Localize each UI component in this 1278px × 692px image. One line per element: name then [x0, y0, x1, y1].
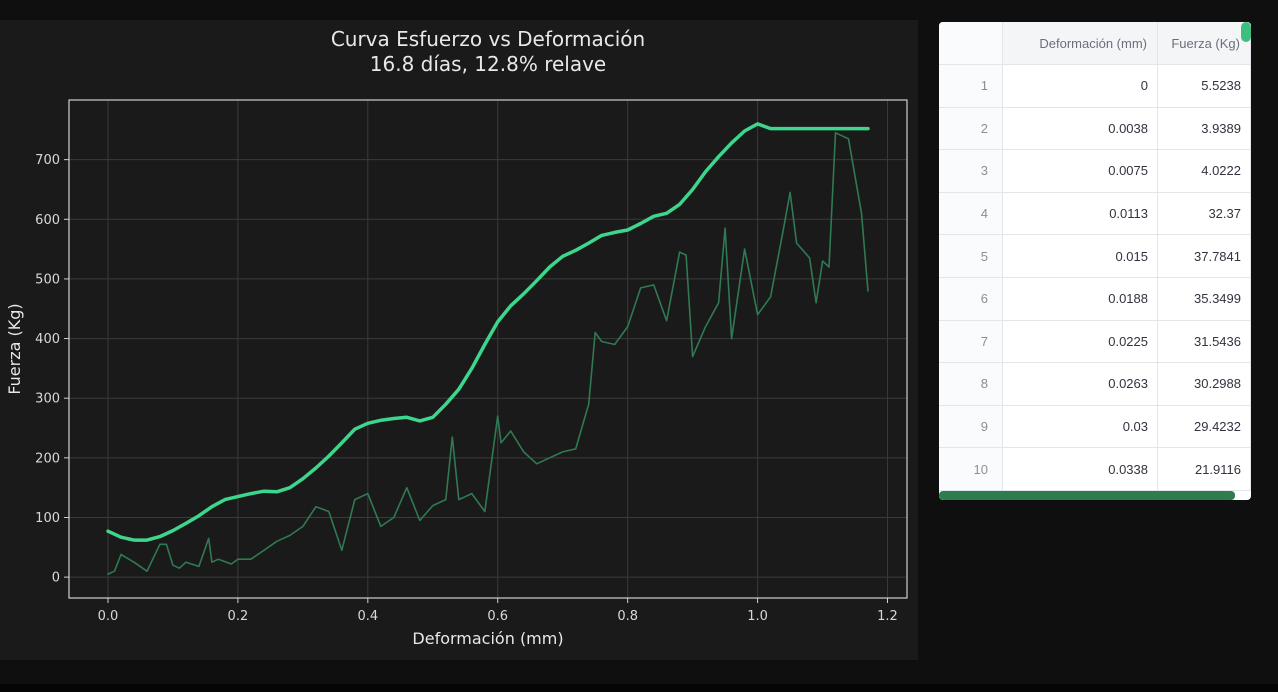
- cell-deformacion: 0.0038: [1002, 107, 1158, 151]
- series: [106, 122, 870, 575]
- smoothed-force-line: [106, 122, 870, 542]
- column-header-fuerza[interactable]: Fuerza (Kg): [1157, 22, 1251, 65]
- table-row[interactable]: 1 0 5.5238: [939, 64, 1251, 108]
- x-tick-label: 0.0: [98, 609, 119, 624]
- chart-title: Curva Esfuerzo vs Deformación: [331, 27, 645, 51]
- y-tick-label: 400: [35, 332, 60, 347]
- plot-frame: [68, 99, 908, 599]
- cell-fuerza: 29.4232: [1157, 405, 1251, 449]
- cell-fuerza: 3.9389: [1157, 107, 1251, 151]
- cell-fuerza: 21.9116: [1157, 447, 1251, 491]
- cell-deformacion: 0: [1002, 64, 1158, 108]
- table-row[interactable]: 7 0.0225 31.5436: [939, 320, 1251, 364]
- row-index: 8: [939, 362, 1003, 406]
- y-tick-label: 500: [35, 272, 60, 287]
- y-axis-label: Fuerza (Kg): [5, 303, 24, 394]
- x-tick-label: 1.0: [747, 609, 768, 624]
- x-tick-label: 0.2: [228, 609, 249, 624]
- cell-deformacion: 0.0188: [1002, 277, 1158, 321]
- x-axis-label: Deformación (mm): [412, 629, 563, 648]
- row-index: 4: [939, 192, 1003, 236]
- row-index: 6: [939, 277, 1003, 321]
- cell-fuerza: 32.37: [1157, 192, 1251, 236]
- table-row[interactable]: 6 0.0188 35.3499: [939, 277, 1251, 321]
- table-row[interactable]: 2 0.0038 3.9389: [939, 107, 1251, 151]
- cell-deformacion: 0.0075: [1002, 149, 1158, 193]
- cell-fuerza: 4.0222: [1157, 149, 1251, 193]
- y-tick-label: 200: [35, 451, 60, 466]
- raw-force-line: [107, 132, 869, 575]
- x-tick-label: 0.8: [617, 609, 638, 624]
- cell-fuerza: 30.2988: [1157, 362, 1251, 406]
- row-index: 2: [939, 107, 1003, 151]
- cell-deformacion: 0.0263: [1002, 362, 1158, 406]
- y-tick-label: 100: [35, 511, 60, 526]
- grid: [69, 100, 907, 598]
- index-header: [939, 22, 1003, 65]
- row-index: 5: [939, 234, 1003, 278]
- data-table-panel[interactable]: Deformación (mm) Fuerza (Kg) 1 0 5.5238 2 0.…: [939, 22, 1251, 500]
- table-row[interactable]: 10 0.0338 21.9116: [939, 447, 1251, 491]
- cell-deformacion: 0.0225: [1002, 320, 1158, 364]
- cell-deformacion: 0.0338: [1002, 447, 1158, 491]
- y-tick-label: 600: [35, 213, 60, 228]
- axis-ticks: 0.0 0.2 0.4 0.6 0.8 1.0 1.2 0 100 200 300 400 500 600…: [35, 153, 898, 624]
- cell-fuerza: 5.5238: [1157, 64, 1251, 108]
- x-tick-label: 1.2: [877, 609, 898, 624]
- table-row[interactable]: 4 0.0113 32.37: [939, 192, 1251, 236]
- row-index: 3: [939, 149, 1003, 193]
- row-index: 10: [939, 447, 1003, 491]
- y-tick-label: 700: [35, 153, 60, 168]
- table-row[interactable]: 3 0.0075 4.0222: [939, 149, 1251, 193]
- cell-deformacion: 0.03: [1002, 405, 1158, 449]
- table-row[interactable]: 5 0.015 37.7841: [939, 234, 1251, 278]
- x-tick-label: 0.4: [357, 609, 378, 624]
- x-tick-label: 0.6: [487, 609, 508, 624]
- row-index: 7: [939, 320, 1003, 364]
- stress-strain-chart: Curva Esfuerzo vs Deformación 16.8 días,…: [5, 27, 908, 648]
- table-row[interactable]: 8 0.0263 30.2988: [939, 362, 1251, 406]
- row-index: 1: [939, 64, 1003, 108]
- y-tick-label: 300: [35, 392, 60, 407]
- cell-fuerza: 37.7841: [1157, 234, 1251, 278]
- y-tick-label: 0: [52, 571, 60, 586]
- chart-subtitle: 16.8 días, 12.8% relave: [370, 52, 606, 76]
- cell-deformacion: 0.015: [1002, 234, 1158, 278]
- row-index: 9: [939, 405, 1003, 449]
- horizontal-scrollbar[interactable]: [939, 491, 1235, 500]
- table-row[interactable]: 9 0.03 29.4232: [939, 405, 1251, 449]
- bottom-bar: [0, 684, 1278, 692]
- column-header-deformacion[interactable]: Deformación (mm): [1002, 22, 1158, 65]
- cell-fuerza: 31.5436: [1157, 320, 1251, 364]
- vertical-scrollbar[interactable]: [1241, 22, 1251, 42]
- table-header-row: Deformación (mm) Fuerza (Kg): [939, 22, 1251, 65]
- cell-deformacion: 0.0113: [1002, 192, 1158, 236]
- chart-panel: Curva Esfuerzo vs Deformación 16.8 días,…: [0, 20, 918, 660]
- cell-fuerza: 35.3499: [1157, 277, 1251, 321]
- data-table: Deformación (mm) Fuerza (Kg) 1 0 5.5238 2 0.…: [939, 22, 1251, 491]
